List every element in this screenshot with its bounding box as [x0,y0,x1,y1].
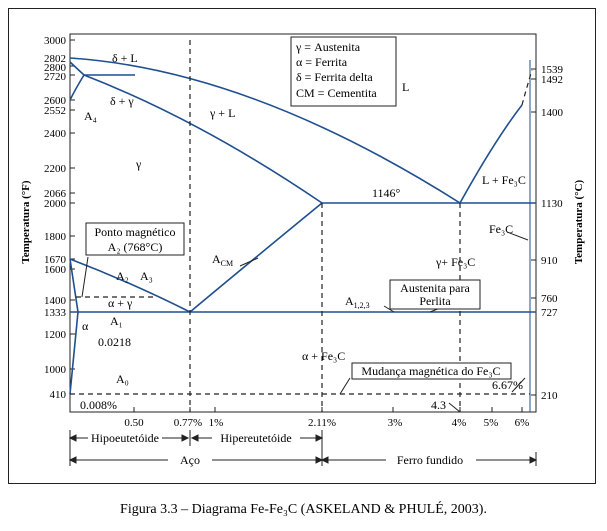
delta-upper [69,61,85,76]
phase-gamma-fe3c: γ+ Fe₃C [435,255,475,269]
label-acm: ACM [212,252,233,268]
fe3c-magnetic-box [351,362,512,380]
yl-tick: 2802 [44,53,66,65]
yl-tick: 2066 [44,188,67,200]
phase-labels: δ + L A₄ δ + γ γ + L L γ 1146° L + Fe₃C … [80,51,526,412]
liquidus-dashed-extension [521,69,533,106]
region-hypoeutectoid: Hipoeutetóide [91,431,159,445]
yl-tick: 410 [50,389,67,401]
solidus [83,74,323,204]
yl-tick: 2400 [44,128,67,140]
region-hypereutectoid: Hipereutetóide [220,431,291,445]
label-a0: A₀ [116,372,129,386]
yr-tick: 210 [541,390,558,402]
x-tick: 5% [484,417,499,429]
diagram-frame [8,8,596,484]
delta-lower [69,74,85,101]
yl-tick: 3000 [44,35,67,47]
liquidus-left [69,57,461,204]
legend-line: CM = Cementita [296,86,377,100]
yl-tick: 1000 [44,364,67,376]
phase-l-fe3c: L + Fe₃C [482,173,526,187]
y-left-axis-title: Temperatura (°F) [20,180,32,263]
yl-tick: 1400 [44,295,67,307]
label-a4: A₄ [84,109,97,123]
x-tick: 0.77% [174,417,202,429]
y-right-axis-title: Temperatura (°C) [573,179,585,264]
fe3c-magnetic-label: Mudança magnética do Fe₃C [361,364,500,378]
yl-tick: 2552 [44,105,66,117]
legend-box [290,36,397,107]
yl-tick: 2720 [44,71,67,83]
phase-liquid: L [402,80,409,94]
yr-tick: 1492 [541,74,563,86]
region-cast-iron: Ferro fundido [397,453,463,467]
phase-alpha-fe3c: α + Fe₃C [302,349,345,363]
pearlite-line1: Austenita para [400,281,470,295]
yl-tick: 1670 [44,254,67,266]
legend-line: γ = Austenita [295,40,361,54]
figure-caption: Figura 3.3 – Diagrama Fe-Fe₃C (ASKELAND … [120,502,487,517]
x-tick: 2.11% [308,417,336,429]
x-tick: 6% [515,417,530,429]
phase-alpha-gamma: α + γ [108,296,133,310]
yl-tick: 1800 [44,231,67,243]
yl-tick: 2200 [44,163,67,175]
yr-tick: 760 [541,293,558,305]
x-tick: 4% [452,417,467,429]
phase-alpha: α [82,319,89,333]
yr-tick: 1130 [541,198,563,210]
yr-tick: 1539 [541,64,564,76]
label-0-0218: 0.0218 [98,335,131,349]
yr-tick: 1400 [541,107,564,119]
label-0-008: 0.008% [80,398,117,412]
phase-gamma-l: γ + L [209,106,235,120]
eutectic-temperature: 1146° [372,186,401,200]
label-a3: A₃ [140,269,153,283]
x-tick-labels: 0.50 0.77% 1% 2.11% 3% 4% 5% 6% [124,417,529,429]
yr-tick: 910 [541,255,558,267]
x-tick: 1% [209,417,224,429]
label-a1: A₁ [110,314,123,328]
yl-tick: 2000 [44,198,67,210]
phase-boundaries [69,57,536,412]
phase-delta-gamma: δ + γ [110,94,134,108]
label-4-3: 4.3 [431,398,446,412]
region-arrows [68,430,538,466]
right-tick-marks [531,68,536,396]
yl-tick: 2800 [44,62,67,74]
legend: γ = Austenita α = Ferrita δ = Ferrita de… [295,40,377,100]
magnetic-point-line1: Ponto magnético [95,225,176,239]
liquidus-right [459,104,523,204]
a3-line [69,258,191,313]
yl-tick: 1200 [44,329,67,341]
region-steel: Aço [180,453,200,467]
acm-line [189,202,323,313]
pearlite-box [389,279,481,310]
alpha-solvus [69,258,79,395]
pearlite-line2: Perlita [419,294,451,308]
phase-fe3c: Fe₃C [489,222,513,236]
phase-gamma: γ [135,157,142,171]
x-tick: 0.50 [124,417,144,429]
label-a2: A₂ [116,269,129,283]
right-tick-labels: 1539 1492 1400 1130 910 760 727 210 [541,64,564,402]
magnetic-point-line2: A₂ (768°C) [108,240,163,254]
phase-delta-l: δ + L [112,51,138,65]
left-tick-labels: 3000 2802 2800 2720 2600 2552 2400 2200 … [44,35,67,401]
region-labels: Hipoeutetóide Hipereutetóide Aço Ferro f… [91,431,463,467]
x-tick-marks [133,407,523,412]
yl-tick: 1333 [44,307,67,319]
yr-tick: 727 [541,307,558,319]
label-6-67: 6.67% [492,378,523,392]
legend-line: α = Ferrita [296,55,348,69]
x-tick: 3% [388,417,403,429]
yl-tick: 1600 [44,264,67,276]
plot-border [69,33,537,413]
legend-line: δ = Ferrita delta [296,70,373,84]
label-a123: A1,2,3 [345,294,370,310]
yl-tick: 2600 [44,95,67,107]
magnetic-point-box [85,222,185,256]
